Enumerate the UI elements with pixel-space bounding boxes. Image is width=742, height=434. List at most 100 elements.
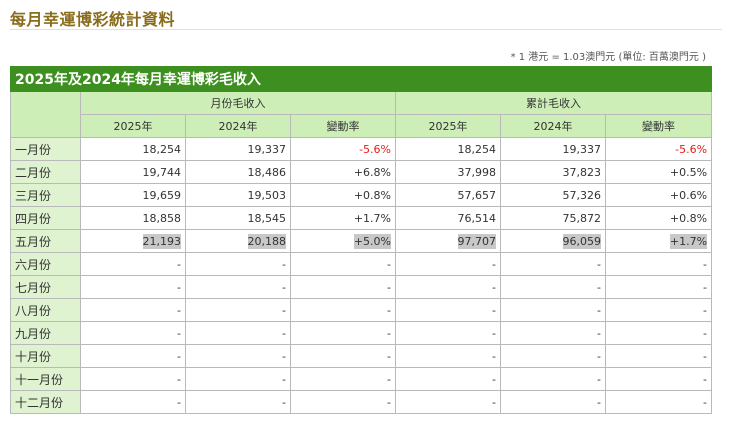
cell-cumulative-2025: - bbox=[395, 252, 501, 276]
cell-cumulative-2024: 75,872 bbox=[500, 206, 606, 230]
cell-value: -5.6% bbox=[359, 142, 391, 156]
cell-value: - bbox=[597, 280, 601, 294]
cell-cumulative-2025: - bbox=[395, 390, 501, 414]
month-label: 二月份 bbox=[10, 160, 81, 184]
cell-cumulative-2025: 57,657 bbox=[395, 183, 501, 207]
cell-value: 20,188 bbox=[247, 233, 286, 249]
cell-value: - bbox=[282, 395, 286, 409]
cell-monthly-2025: - bbox=[80, 298, 186, 322]
table-row: 七月份 - - - - - - bbox=[10, 275, 713, 299]
cell-cumulative-change: - bbox=[604, 321, 713, 345]
cell-value: - bbox=[492, 257, 496, 271]
cell-value: - bbox=[703, 326, 708, 340]
title-divider bbox=[10, 29, 722, 30]
cell-cumulative-change: - bbox=[604, 298, 713, 322]
cell-value: - bbox=[703, 303, 708, 317]
table-row: 五月份 21,193 20,188 +5.0% 97,707 96,059 +1.7% bbox=[10, 229, 713, 253]
cell-value: 57,657 bbox=[457, 188, 497, 202]
cell-value: 75,872 bbox=[562, 211, 602, 225]
cell-value: - bbox=[387, 257, 391, 271]
cell-value: +0.6% bbox=[669, 188, 708, 202]
cell-value: 18,254 bbox=[457, 142, 497, 156]
cell-cumulative-2024: - bbox=[500, 298, 606, 322]
cell-value: - bbox=[282, 349, 286, 363]
cell-value: - bbox=[387, 280, 391, 294]
cell-cumulative-2024: - bbox=[500, 275, 606, 299]
cell-monthly-change: - bbox=[290, 344, 396, 368]
cell-monthly-2025: 21,193 bbox=[80, 229, 186, 253]
cell-monthly-change: - bbox=[290, 252, 396, 276]
cell-value: +1.7% bbox=[669, 233, 708, 249]
cell-value: 97,707 bbox=[457, 233, 496, 249]
cell-monthly-change: - bbox=[290, 390, 396, 414]
cell-value: 19,503 bbox=[247, 188, 287, 202]
cell-monthly-change: - bbox=[290, 367, 396, 391]
cell-monthly-2024: - bbox=[185, 344, 291, 368]
table-row: 二月份 19,744 18,486 +6.8% 37,998 37,823 +0.5% bbox=[10, 160, 713, 184]
cell-cumulative-change: - bbox=[604, 344, 713, 368]
cell-cumulative-change: - bbox=[604, 367, 713, 391]
cell-value: 37,998 bbox=[457, 165, 497, 179]
cell-value: - bbox=[282, 326, 286, 340]
cell-monthly-change: +1.7% bbox=[290, 206, 396, 230]
month-label: 九月份 bbox=[10, 321, 81, 345]
cell-monthly-2024: 18,545 bbox=[185, 206, 291, 230]
table-row: 三月份 19,659 19,503 +0.8% 57,657 57,326 +0.6% bbox=[10, 183, 713, 207]
col-header-cumulative-2024: 2024年 bbox=[500, 114, 606, 138]
cell-value: - bbox=[282, 303, 286, 317]
col-header-monthly-2025: 2025年 bbox=[80, 114, 186, 138]
cell-value: - bbox=[282, 280, 286, 294]
cell-value: 18,545 bbox=[247, 211, 287, 225]
cell-cumulative-2024: 19,337 bbox=[500, 137, 606, 161]
cell-value: - bbox=[492, 372, 496, 386]
cell-monthly-2025: - bbox=[80, 275, 186, 299]
cell-cumulative-change: - bbox=[604, 275, 713, 299]
cell-value: - bbox=[177, 257, 181, 271]
cell-value: - bbox=[703, 372, 708, 386]
cell-monthly-2025: - bbox=[80, 321, 186, 345]
cell-monthly-2024: 19,337 bbox=[185, 137, 291, 161]
cell-monthly-2025: 19,744 bbox=[80, 160, 186, 184]
cell-cumulative-2024: - bbox=[500, 344, 606, 368]
cell-cumulative-change: -5.6% bbox=[604, 137, 713, 161]
table-row: 四月份 18,858 18,545 +1.7% 76,514 75,872 +0.8% bbox=[10, 206, 713, 230]
table-body: 一月份 18,254 19,337 -5.6% 18,254 19,337 -5.6% 二月份… bbox=[10, 137, 713, 414]
month-label: 十一月份 bbox=[10, 367, 81, 391]
cell-monthly-change: -5.6% bbox=[290, 137, 396, 161]
cell-monthly-2024: 19,503 bbox=[185, 183, 291, 207]
cell-monthly-2025: - bbox=[80, 252, 186, 276]
cell-value: - bbox=[492, 349, 496, 363]
cell-monthly-2024: - bbox=[185, 390, 291, 414]
currency-note: * 1 港元 = 1.03澳門元 (單位: 百萬澳門元 ) bbox=[510, 52, 706, 63]
cell-monthly-change: +5.0% bbox=[290, 229, 396, 253]
cell-value: +6.8% bbox=[353, 165, 391, 179]
cell-cumulative-2025: - bbox=[395, 275, 501, 299]
cell-value: - bbox=[703, 280, 708, 294]
cell-monthly-2024: - bbox=[185, 275, 291, 299]
page-title: 每月幸運博彩統計資料 bbox=[10, 10, 176, 29]
cell-cumulative-2024: 57,326 bbox=[500, 183, 606, 207]
cell-cumulative-2025: 97,707 bbox=[395, 229, 501, 253]
cell-cumulative-change: - bbox=[604, 390, 713, 414]
col-header-cumulative-change: 變動率 bbox=[604, 114, 713, 138]
month-label: 七月份 bbox=[10, 275, 81, 299]
cell-value: - bbox=[703, 395, 708, 409]
month-label: 一月份 bbox=[10, 137, 81, 161]
cell-value: - bbox=[177, 326, 181, 340]
cell-value: - bbox=[597, 395, 601, 409]
cell-value: - bbox=[177, 349, 181, 363]
cell-monthly-2024: 18,486 bbox=[185, 160, 291, 184]
cell-cumulative-2025: - bbox=[395, 321, 501, 345]
cell-value: 19,744 bbox=[142, 165, 182, 179]
month-label: 五月份 bbox=[10, 229, 81, 253]
cell-cumulative-change: +0.8% bbox=[604, 206, 713, 230]
cell-cumulative-2025: 18,254 bbox=[395, 137, 501, 161]
cell-value: - bbox=[387, 372, 391, 386]
cell-monthly-2025: - bbox=[80, 344, 186, 368]
month-label: 八月份 bbox=[10, 298, 81, 322]
cell-value: - bbox=[492, 395, 496, 409]
table-row: 十月份 - - - - - - bbox=[10, 344, 713, 368]
cell-cumulative-2025: 37,998 bbox=[395, 160, 501, 184]
cell-monthly-2024: 20,188 bbox=[185, 229, 291, 253]
month-label: 三月份 bbox=[10, 183, 81, 207]
